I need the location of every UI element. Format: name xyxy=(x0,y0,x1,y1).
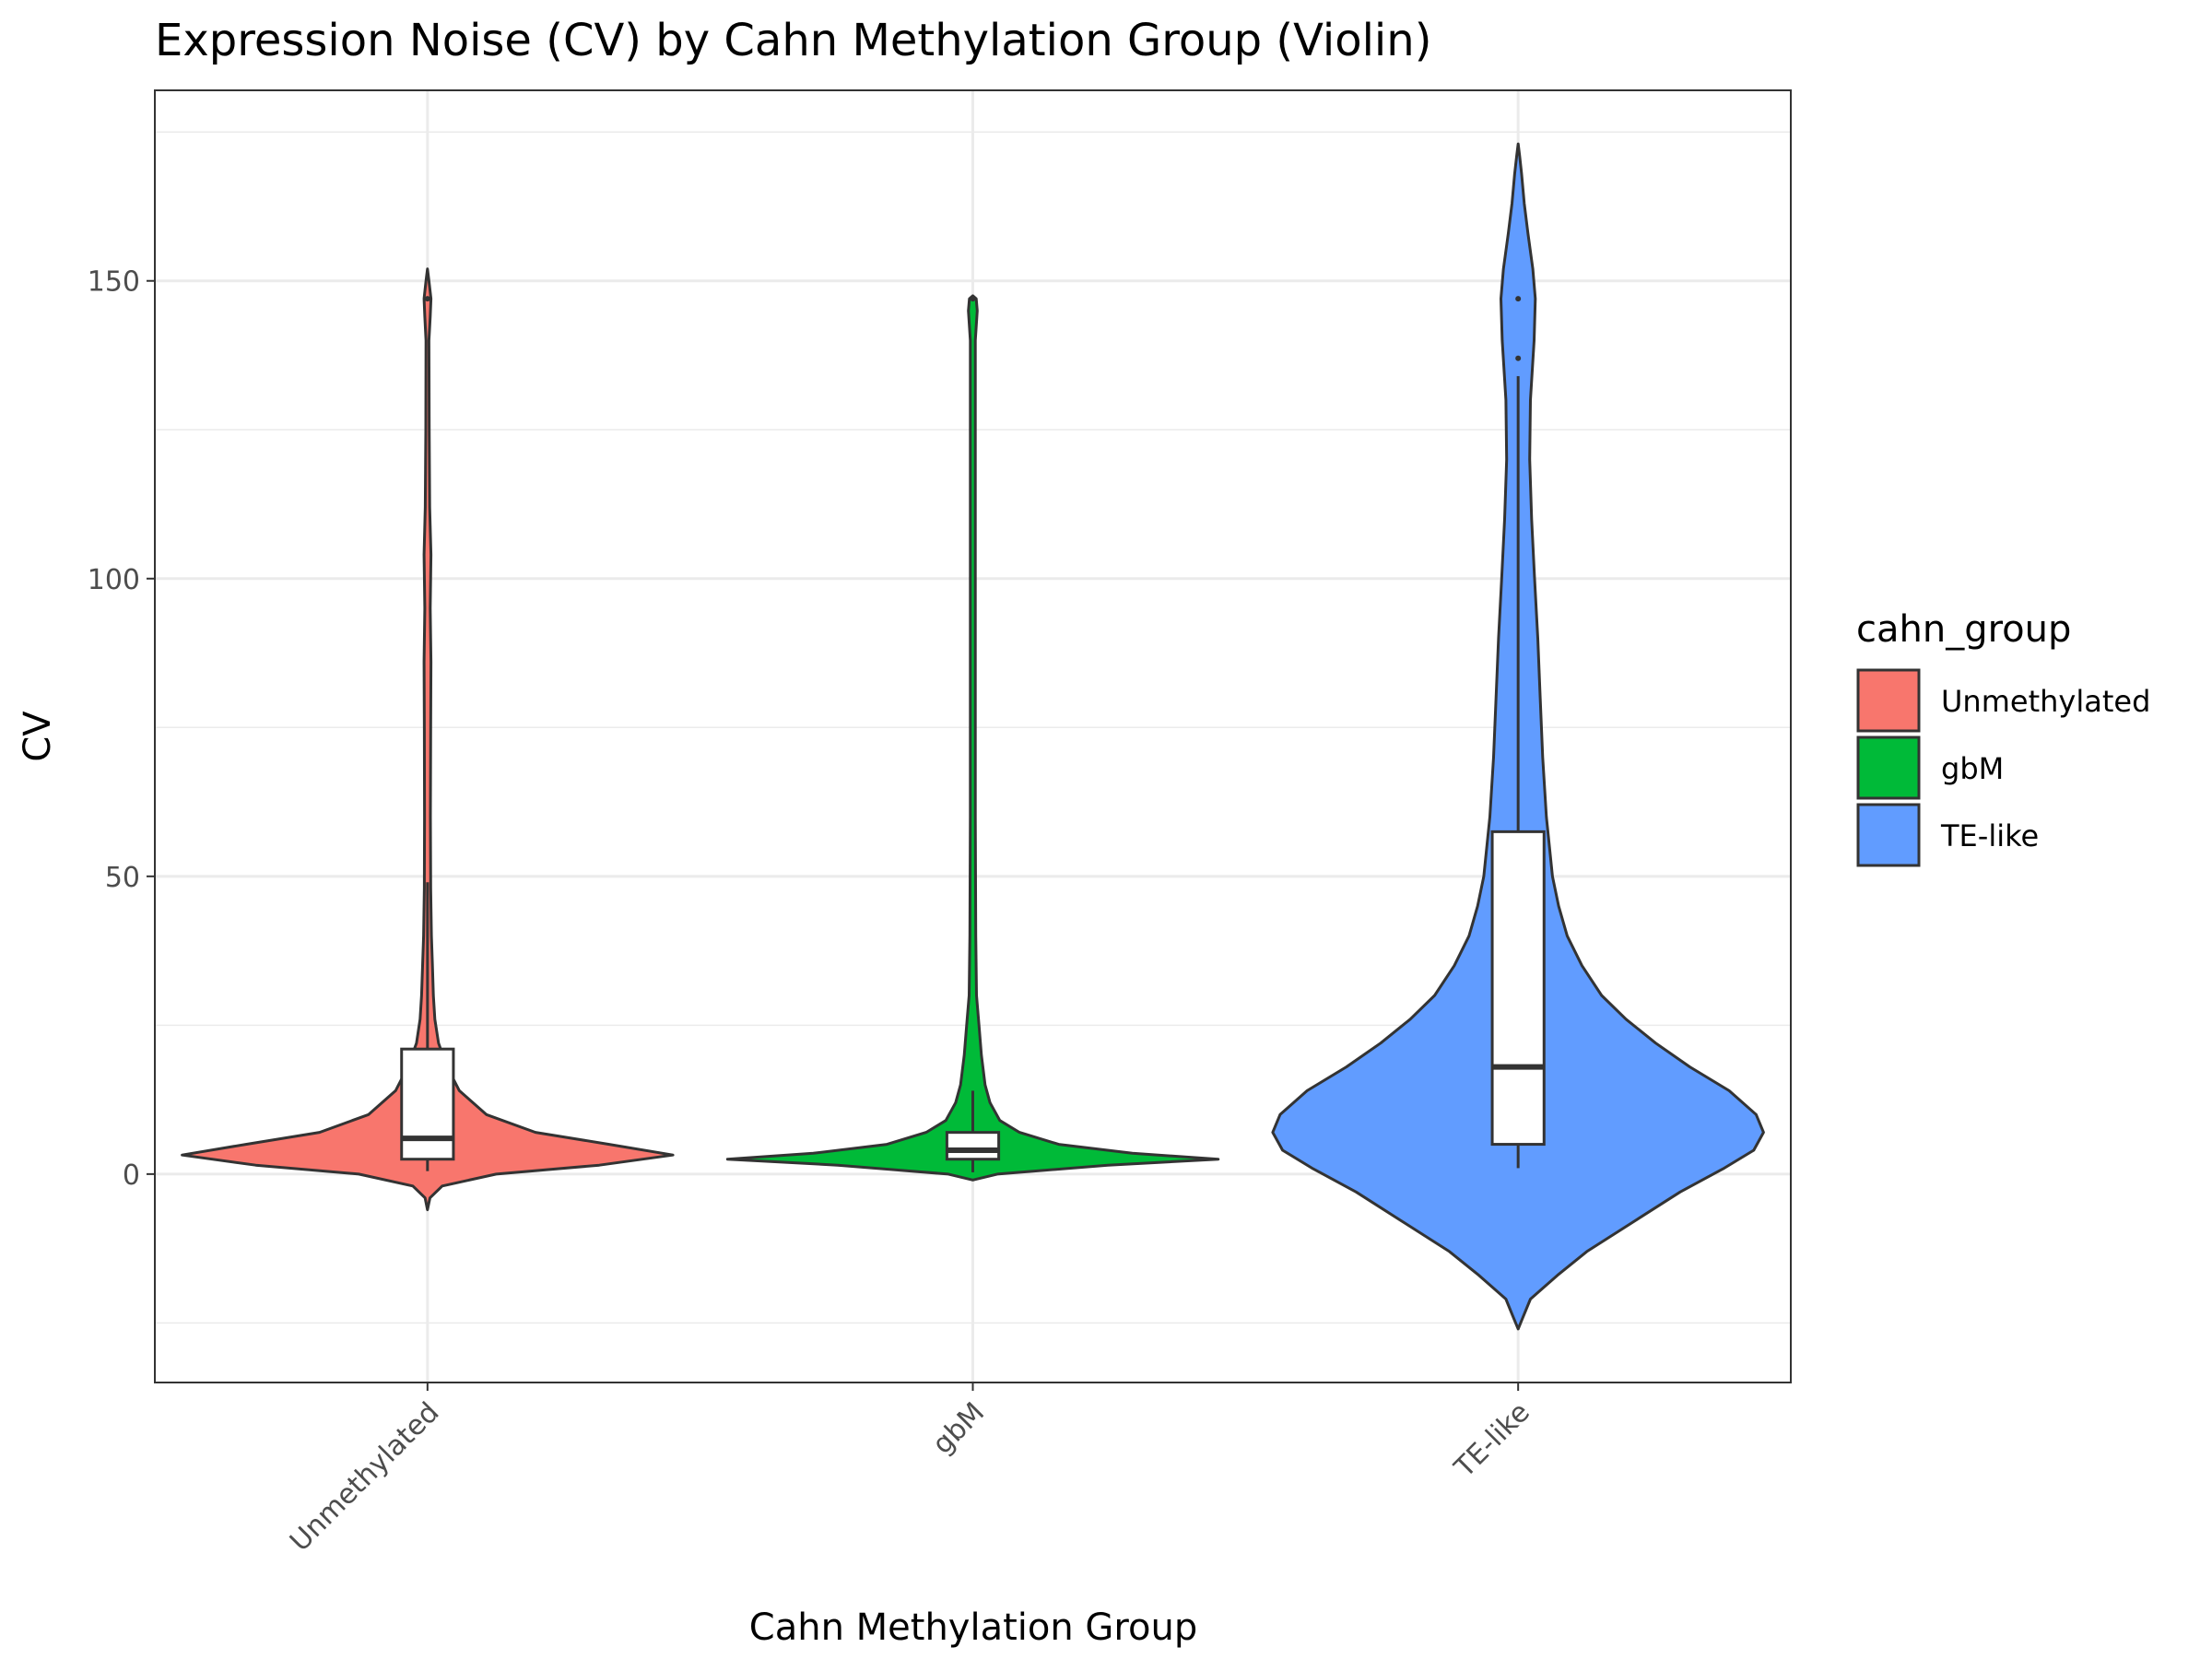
legend-key-gbm xyxy=(1856,735,1921,800)
violin-unmethylated xyxy=(181,267,675,1212)
chart-title: Expression Noise (CV) by Cahn Methylatio… xyxy=(155,15,1431,66)
x-tick-label: gbM xyxy=(926,1396,991,1461)
box xyxy=(1490,830,1546,1147)
y-axis-title: CV xyxy=(17,711,59,762)
box xyxy=(400,1047,455,1161)
x-tick-label: Unmethylated xyxy=(284,1396,445,1558)
legend-title: cahn_group xyxy=(1856,608,2071,651)
boxplot-layer xyxy=(400,296,1546,1172)
legend-items: Unmethylated gbM TE-like xyxy=(1856,668,2150,867)
legend: cahn_group Unmethylated gbM TE-like xyxy=(1856,608,2150,867)
x-tick-label: TE-like xyxy=(1448,1396,1536,1485)
violin-gbm xyxy=(725,294,1220,1182)
y-tick-label: 150 xyxy=(88,266,140,299)
outlier-point xyxy=(1515,355,1522,361)
outlier-point xyxy=(1515,296,1522,302)
legend-key-te-like xyxy=(1856,803,1921,867)
outlier-point xyxy=(970,296,976,302)
legend-label: TE-like xyxy=(1940,818,2039,853)
x-axis-title: Cahn Methylation Group xyxy=(749,1606,1197,1649)
legend-label: Unmethylated xyxy=(1941,684,2150,719)
legend-label: gbM xyxy=(1941,751,2004,786)
y-tick-label: 0 xyxy=(123,1159,140,1192)
y-tick-label: 100 xyxy=(88,564,140,596)
y-tick-label: 50 xyxy=(105,862,140,894)
box xyxy=(945,1131,1001,1161)
legend-key-unmethylated xyxy=(1856,668,1921,733)
outlier-point xyxy=(424,296,430,302)
